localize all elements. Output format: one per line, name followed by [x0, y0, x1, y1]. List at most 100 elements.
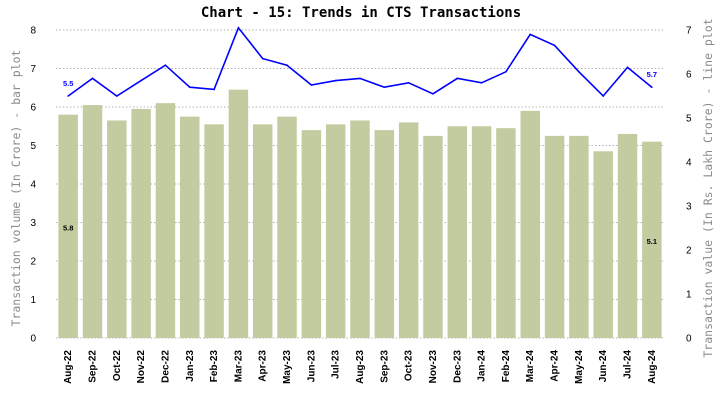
line-point — [456, 77, 459, 80]
data-label: 5.8 — [63, 223, 73, 232]
line-point — [116, 95, 118, 97]
x-tick-label: Sep-23 — [379, 350, 390, 383]
line-path — [67, 26, 653, 98]
line-point — [626, 66, 629, 69]
x-tick-label: Aug-22 — [63, 350, 74, 384]
x-tick-label: Jun-24 — [598, 350, 609, 383]
y-left-tick-label: 8 — [30, 26, 36, 37]
line-point — [480, 82, 483, 84]
line-point — [91, 77, 94, 80]
bar — [569, 135, 589, 338]
line-point — [432, 93, 434, 95]
bar — [447, 126, 468, 338]
y-left-tick-label: 7 — [30, 64, 36, 75]
line-point — [407, 82, 410, 84]
x-tick-label: Mar-24 — [525, 350, 536, 383]
x-tick-label: Oct-23 — [404, 350, 415, 382]
y-left-tick-label: 2 — [30, 257, 36, 268]
bar — [228, 89, 249, 338]
line-point — [602, 95, 604, 97]
line-point — [237, 27, 240, 29]
x-tick-label: Apr-24 — [550, 350, 561, 382]
line-point — [164, 64, 167, 66]
bar — [180, 116, 200, 338]
bar — [155, 103, 176, 339]
line-point — [67, 95, 69, 97]
data-label: 5.7 — [647, 70, 657, 79]
data-labels: 5.8 5.1 5.5 5.7 — [63, 70, 657, 246]
line-point — [261, 57, 264, 60]
line-point — [140, 79, 142, 82]
bar — [277, 116, 297, 338]
y-left-tick-label: 0 — [30, 334, 36, 345]
x-tick-label: Oct-22 — [112, 350, 123, 382]
bar — [58, 114, 78, 338]
x-tick-label: Jul-23 — [331, 350, 342, 379]
x-tick-label: Nov-23 — [428, 350, 439, 384]
line-point — [310, 84, 313, 86]
bar — [350, 120, 370, 338]
x-tick-label: Dec-23 — [452, 350, 463, 383]
x-tick-label: Jan-24 — [477, 350, 488, 382]
x-tick-label: Jun-23 — [306, 350, 317, 383]
x-tick-label: Nov-22 — [136, 350, 147, 384]
y-right-tick-label: 2 — [686, 246, 692, 257]
bar — [374, 130, 395, 338]
x-tick-label: Jan-23 — [185, 350, 196, 382]
bar — [131, 108, 151, 338]
y-right-tick-label: 6 — [686, 70, 692, 81]
bar — [520, 110, 540, 338]
line-point — [334, 79, 337, 82]
x-tick-label: Mar-23 — [233, 350, 244, 383]
bar — [301, 130, 322, 338]
line-point — [505, 71, 507, 73]
y-left-tick-label: 6 — [30, 103, 36, 114]
line-point — [651, 86, 653, 88]
bar — [496, 128, 516, 338]
y-left-tick-label: 4 — [30, 180, 36, 191]
y-axis-right-title: Transaction value (In Rs. Lakh Crore) - … — [701, 18, 715, 357]
x-tick-label: May-24 — [574, 350, 585, 384]
x-tick-label: May-23 — [282, 350, 293, 384]
x-tick-label: Feb-23 — [209, 350, 220, 383]
line-series — [67, 26, 653, 98]
bar — [204, 124, 224, 338]
x-tick-label: Sep-22 — [87, 350, 98, 383]
line-point — [529, 33, 532, 36]
line-point — [286, 64, 288, 66]
data-label: 5.5 — [63, 79, 73, 88]
bar — [398, 122, 419, 339]
y-left-tick-label: 1 — [30, 295, 36, 306]
bar — [617, 133, 638, 338]
y-right-tick-label: 7 — [686, 26, 692, 37]
y-axis-left-title: Transaction volume (In Crore) - bar plot — [9, 50, 23, 327]
y-right-tick-label: 4 — [686, 158, 692, 169]
bar — [642, 141, 662, 338]
bar — [82, 105, 103, 338]
line-point — [383, 86, 386, 88]
bar — [593, 151, 613, 338]
bar — [471, 126, 492, 338]
y-right-tick-label: 3 — [686, 202, 692, 213]
line-point — [213, 88, 215, 91]
x-tick-label: Feb-24 — [501, 350, 512, 383]
bar — [544, 135, 565, 338]
bar — [107, 120, 127, 338]
y-right-tick-label: 0 — [686, 334, 692, 345]
line-point — [188, 86, 191, 88]
line-point — [553, 44, 556, 47]
y-right-tick-label: 5 — [686, 114, 692, 125]
line-point — [578, 71, 580, 73]
bar — [325, 124, 346, 338]
data-label: 5.1 — [647, 237, 657, 246]
line-point — [359, 77, 361, 80]
bar — [423, 135, 443, 338]
y-right-tick-label: 1 — [686, 290, 692, 301]
x-tick-label: Jul-24 — [623, 350, 634, 379]
axes: 0 1 2 3 4 5 6 7 8 0 1 2 3 4 5 6 7 Aug-22 Sep-22 Oct-22 Nov-2… — [30, 26, 692, 384]
y-left-tick-label: 3 — [30, 218, 36, 229]
x-tick-label: Aug-24 — [647, 350, 658, 384]
chart-title: Chart - 15: Trends in CTS Transactions — [201, 5, 521, 21]
bar-series — [58, 89, 662, 339]
